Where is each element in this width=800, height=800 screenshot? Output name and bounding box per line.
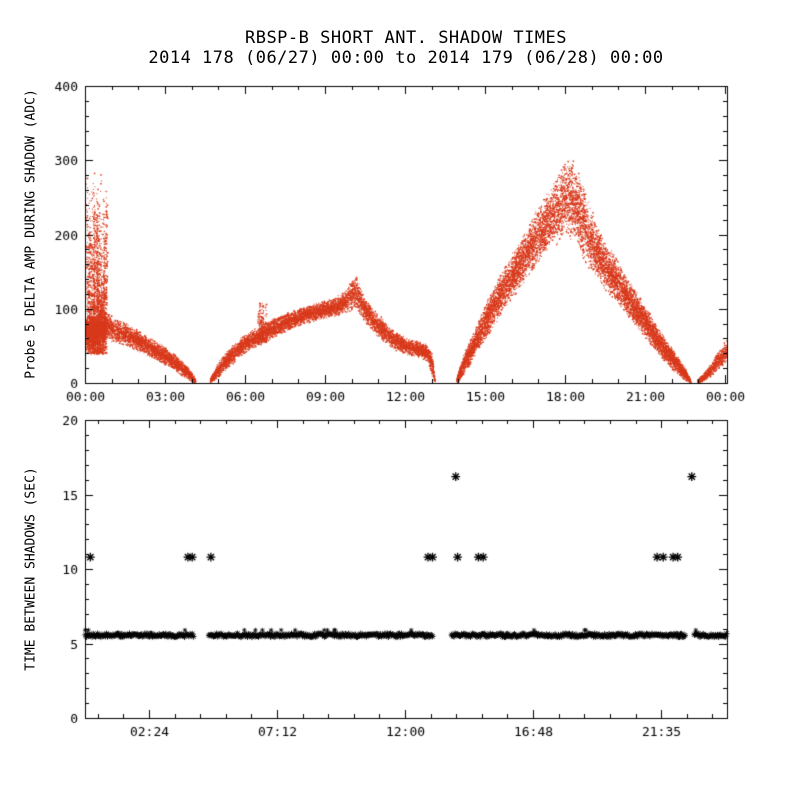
bottom-y-axis-label: TIME BETWEEN SHADOWS (SEC)	[23, 467, 39, 671]
chart-subtitle: 2014 178 (06/27) 00:00 to 2014 179 (06/2…	[148, 48, 664, 68]
top-y-axis-label: Probe 5 DELTA AMP DURING SHADOW (ADC)	[23, 89, 39, 379]
chart-title: RBSP-B SHORT ANT. SHADOW TIMES	[244, 28, 568, 48]
